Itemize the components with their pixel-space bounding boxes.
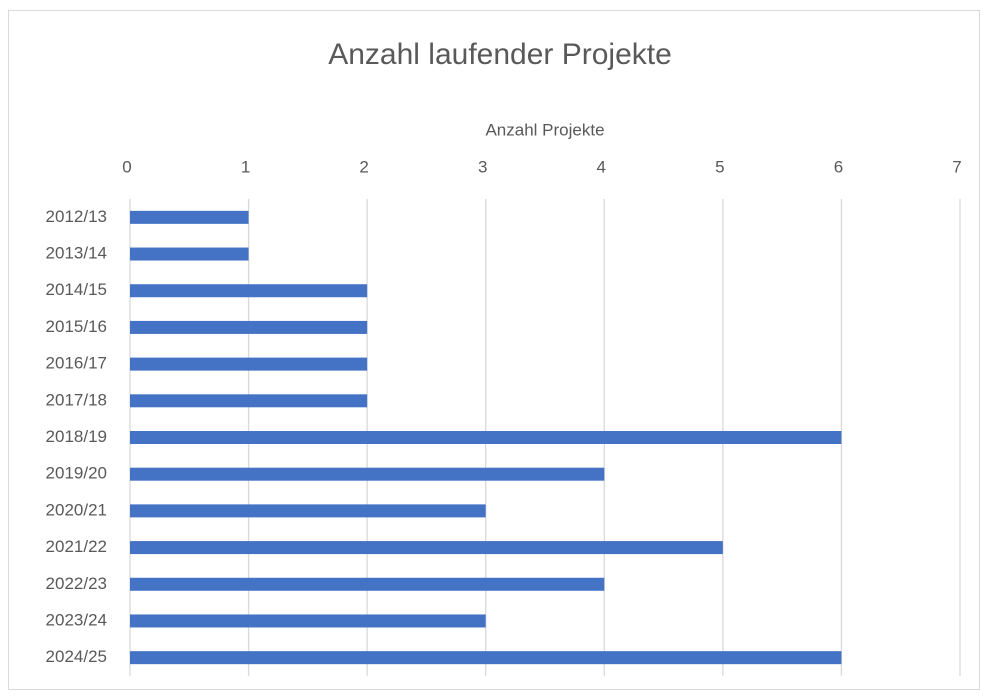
bar bbox=[130, 357, 368, 371]
bar bbox=[130, 541, 723, 555]
bar bbox=[130, 210, 249, 224]
x-tick-label: 1 bbox=[241, 157, 250, 176]
y-tick-label: 2016/17 bbox=[46, 354, 107, 373]
bar bbox=[130, 504, 486, 518]
y-tick-label: 2015/16 bbox=[46, 317, 107, 336]
bar bbox=[130, 577, 605, 591]
x-tick-label: 3 bbox=[478, 157, 487, 176]
bar bbox=[130, 320, 368, 334]
bar bbox=[130, 247, 249, 261]
y-tick-label: 2014/15 bbox=[46, 280, 107, 299]
y-tick-label: 2024/25 bbox=[46, 647, 107, 666]
x-tick-label: 0 bbox=[122, 157, 131, 176]
y-tick-label: 2017/18 bbox=[46, 390, 107, 409]
y-tick-label: 2021/22 bbox=[46, 537, 107, 556]
y-tick-label: 2022/23 bbox=[46, 574, 107, 593]
y-tick-label: 2020/21 bbox=[46, 500, 107, 519]
y-tick-label: 2013/14 bbox=[46, 244, 107, 263]
x-tick-label: 6 bbox=[834, 157, 843, 176]
y-tick-label: 2019/20 bbox=[46, 464, 107, 483]
bar bbox=[130, 651, 842, 665]
bar bbox=[130, 394, 368, 408]
y-tick-label: 2012/13 bbox=[46, 207, 107, 226]
y-tick-label: 2023/24 bbox=[46, 610, 107, 629]
x-tick-label: 7 bbox=[952, 157, 961, 176]
x-tick-label: 4 bbox=[597, 157, 606, 176]
bar bbox=[130, 284, 368, 298]
bar bbox=[130, 431, 842, 444]
bar bbox=[130, 614, 486, 628]
x-axis-title: Anzahl Projekte bbox=[485, 120, 604, 139]
y-tick-label: 2018/19 bbox=[46, 427, 107, 446]
chart-border bbox=[8, 10, 980, 690]
x-tick-label: 2 bbox=[359, 157, 368, 176]
chart-title: Anzahl laufender Projekte bbox=[328, 38, 672, 71]
bar bbox=[130, 467, 605, 481]
x-tick-label: 5 bbox=[715, 157, 724, 176]
